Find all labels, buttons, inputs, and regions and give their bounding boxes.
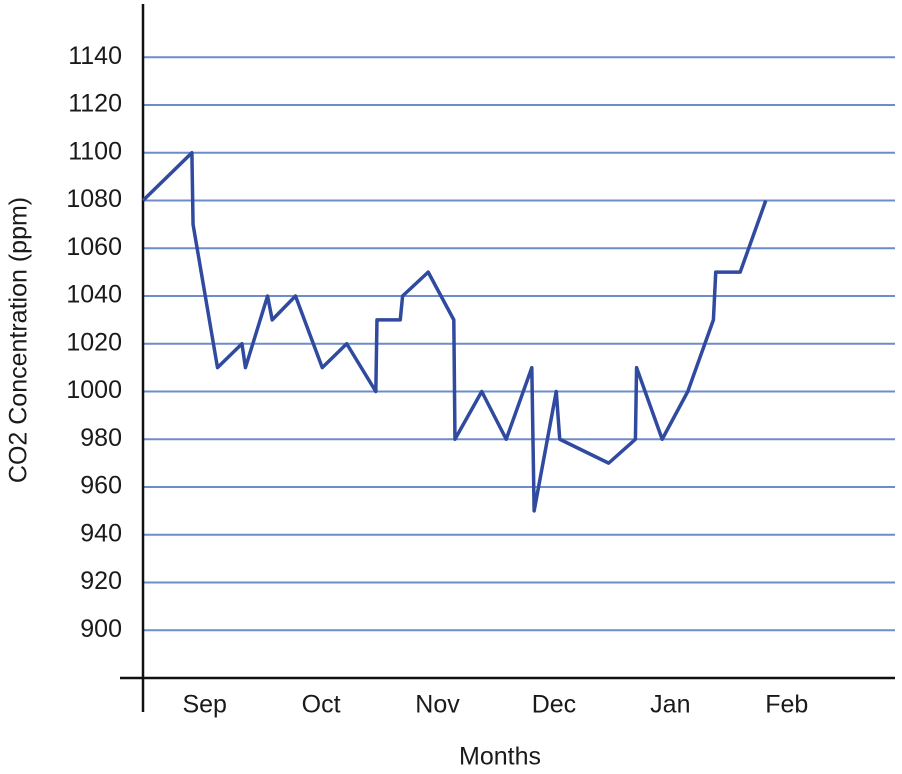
y-tick-label: 900 xyxy=(80,615,122,643)
x-tick-label: Sep xyxy=(182,691,226,719)
y-tick-label: 1000 xyxy=(66,376,122,404)
x-tick-label: Feb xyxy=(765,691,808,719)
grid xyxy=(143,56,895,632)
data-line xyxy=(141,151,768,513)
y-tick-label: 980 xyxy=(80,424,122,452)
y-tick-label: 940 xyxy=(80,519,122,547)
x-tick-label: Oct xyxy=(302,691,341,719)
x-tick-label: Jan xyxy=(650,691,690,719)
x-tick-label: Dec xyxy=(532,691,576,719)
y-tick-label: 1100 xyxy=(68,137,122,165)
y-tick-label: 1080 xyxy=(66,185,122,213)
y-tick-label: 920 xyxy=(80,567,122,595)
y-tick-label: 1140 xyxy=(68,42,122,70)
y-tick-label: 1040 xyxy=(66,281,122,309)
y-tick-label: 960 xyxy=(80,472,122,500)
x-axis-label: Months xyxy=(459,743,541,771)
x-tick-label: Nov xyxy=(415,691,460,719)
y-tick-label: 1060 xyxy=(66,233,122,261)
y-tick-label: 1120 xyxy=(68,90,122,118)
y-tick-label: 1020 xyxy=(66,328,122,356)
y-axis-label: CO2 Concentration (ppm) xyxy=(5,197,33,483)
